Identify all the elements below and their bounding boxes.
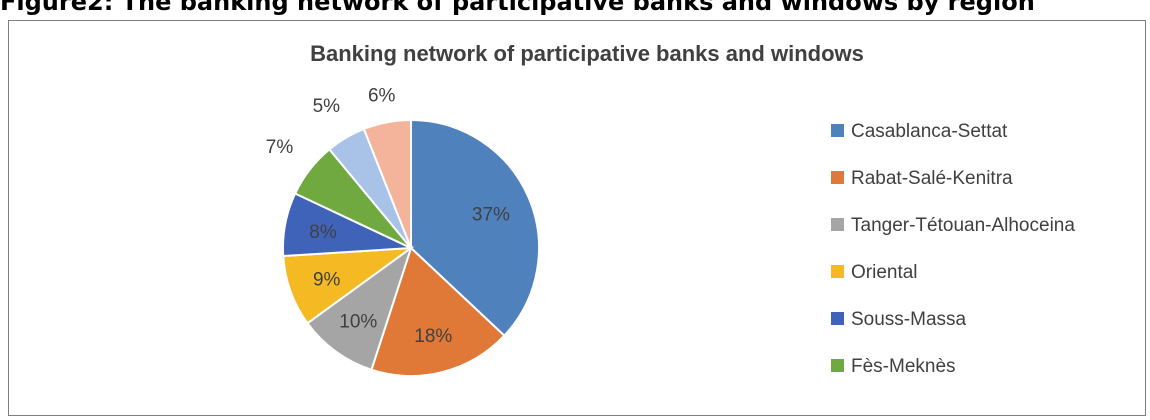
legend-label: Casablanca-Settat xyxy=(851,121,1008,142)
pie-slices xyxy=(282,118,540,377)
legend-swatch xyxy=(831,124,844,137)
slice-data-label: 10% xyxy=(339,312,377,333)
chart-frame xyxy=(8,20,1146,416)
chart-title: Banking network of participative banks a… xyxy=(310,41,864,66)
legend: Casablanca-Settat Rabat-Salé-Kenitra Tange… xyxy=(831,121,1075,377)
slice-data-label: 37% xyxy=(472,204,510,225)
slice-data-label: 18% xyxy=(414,326,452,347)
slice-data-label: 9% xyxy=(313,269,341,290)
pie-slice xyxy=(410,118,540,338)
pie-slice xyxy=(306,245,413,372)
slice-data-label: 5% xyxy=(313,96,341,117)
legend-label: Tanger-Tétouan-Alhoceina xyxy=(851,215,1075,236)
figure-caption: Figure2: The banking network of particip… xyxy=(0,0,1035,16)
pie-slice xyxy=(362,118,412,249)
pie-slice xyxy=(370,246,506,377)
slice-data-label: 8% xyxy=(309,222,337,243)
slice-labels: 37% 18% 10% 9% 8% 7% 5% 6% xyxy=(266,86,510,347)
legend-swatch xyxy=(831,312,844,325)
legend-label: Oriental xyxy=(851,262,918,283)
legend-swatch xyxy=(831,171,844,184)
legend-label: Rabat-Salé-Kenitra xyxy=(851,168,1013,189)
legend-label: Souss-Massa xyxy=(851,309,967,330)
legend-label: Fès-Meknès xyxy=(851,356,956,377)
slice-data-label: 6% xyxy=(368,86,396,107)
legend-swatch xyxy=(831,265,844,278)
legend-swatch xyxy=(831,359,844,372)
slice-data-label: 7% xyxy=(266,137,294,158)
legend-swatch xyxy=(831,218,844,231)
